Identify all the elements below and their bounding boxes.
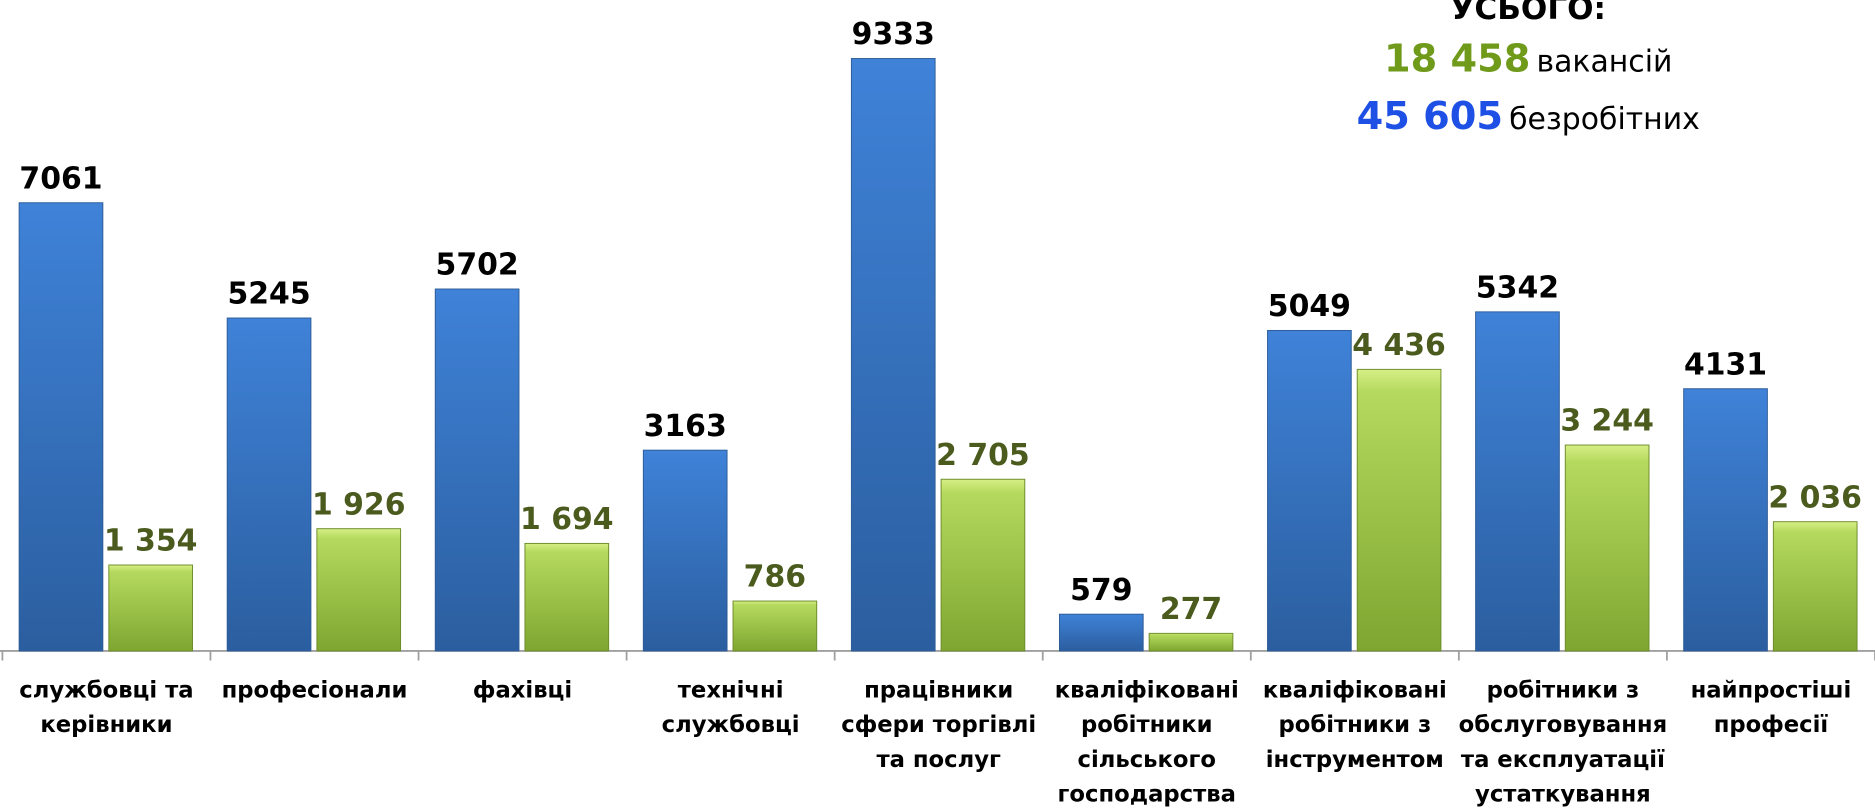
x-tick-label-line: працівники xyxy=(864,678,1013,704)
x-tick-label-line: робітники з xyxy=(1279,712,1432,738)
x-tick-label-line: обслуговування xyxy=(1459,712,1668,738)
bar xyxy=(1356,368,1442,652)
data-label: 7061 xyxy=(19,161,102,196)
bar xyxy=(732,600,818,652)
bar xyxy=(642,449,728,652)
bar xyxy=(316,528,402,652)
data-label: 1 694 xyxy=(520,502,614,537)
x-tick-label-line: фахівці xyxy=(473,678,572,704)
x-tick-label: кваліфіковані робітники з інструментом xyxy=(1263,678,1447,773)
x-tick-label-line: службовці та xyxy=(19,678,193,704)
data-label: 9333 xyxy=(852,17,935,52)
bar xyxy=(1148,632,1234,652)
total-vacancies: 18 458 вакансій xyxy=(1384,38,1672,82)
x-tick-label-line: та експлуатації xyxy=(1461,747,1665,773)
data-label: 1 354 xyxy=(104,524,198,559)
bar xyxy=(434,288,520,652)
data-label: 4 436 xyxy=(1352,328,1446,363)
data-label: 1 926 xyxy=(312,487,406,522)
x-tick-label-line: кваліфіковані xyxy=(1263,678,1447,704)
x-tick-label-line: господарства xyxy=(1058,781,1236,807)
data-label: 786 xyxy=(744,560,806,595)
x-tick-label: технічні службовці xyxy=(662,678,800,739)
x-tick-label-line: інструментом xyxy=(1266,747,1444,773)
total-unemployed: 45 605 безробітних xyxy=(1357,95,1700,139)
data-label: 277 xyxy=(1160,592,1222,627)
x-tick-label-line: професіонали xyxy=(222,678,408,704)
x-tick-label: найпростіші професії xyxy=(1691,678,1852,739)
bar xyxy=(1475,311,1560,652)
x-tick-label-line: службовці xyxy=(662,712,800,738)
data-label: 5245 xyxy=(227,277,310,312)
data-label: 3 244 xyxy=(1560,404,1654,439)
data-label: 579 xyxy=(1070,573,1132,608)
x-tick-label-line: керівники xyxy=(40,712,172,738)
data-label: 2 705 xyxy=(936,438,1030,473)
data-label: 5049 xyxy=(1268,289,1351,324)
x-tick-label-line: технічні xyxy=(678,678,784,704)
x-tick-label: працівники сфери торгівлі та послуг xyxy=(841,678,1036,773)
x-tick-label: робітники з обслуговування та експлуатації… xyxy=(1459,678,1668,808)
bar xyxy=(940,478,1026,652)
bar xyxy=(1683,388,1768,652)
data-label: 5702 xyxy=(436,248,519,283)
total-title: УСЬОГО: xyxy=(1450,0,1606,27)
x-tick-label-line: кваліфіковані xyxy=(1055,678,1239,704)
bar xyxy=(524,542,610,652)
x-tick-label: кваліфіковані робітники сільського господар… xyxy=(1055,678,1239,808)
data-label: 3163 xyxy=(644,409,727,444)
data-label: 4131 xyxy=(1684,347,1767,382)
bar xyxy=(1564,444,1650,652)
bar xyxy=(18,202,104,652)
bar xyxy=(108,564,194,652)
bar xyxy=(1058,613,1144,652)
x-tick-label-line: сфери торгівлі xyxy=(841,712,1036,738)
bar xyxy=(850,58,936,652)
bar xyxy=(1267,329,1352,652)
bar xyxy=(1772,521,1858,652)
x-tick-label: фахівці xyxy=(473,678,572,704)
bar xyxy=(226,317,312,652)
data-label: 5342 xyxy=(1476,271,1559,306)
x-tick-label-line: сільського xyxy=(1078,747,1217,773)
x-tick-label-line: робітники xyxy=(1081,712,1213,738)
x-tick-label-line: та послуг xyxy=(876,747,1001,773)
x-tick-label: службовці та керівники xyxy=(19,678,193,739)
x-tick-label-line: найпростіші xyxy=(1691,678,1852,704)
x-tick-label-line: устаткування xyxy=(1475,781,1651,807)
x-tick-label: професіонали xyxy=(222,678,408,704)
x-tick-label-line: робітники з xyxy=(1487,678,1640,704)
data-label: 2 036 xyxy=(1768,480,1862,515)
x-tick-label-line: професії xyxy=(1714,712,1829,738)
